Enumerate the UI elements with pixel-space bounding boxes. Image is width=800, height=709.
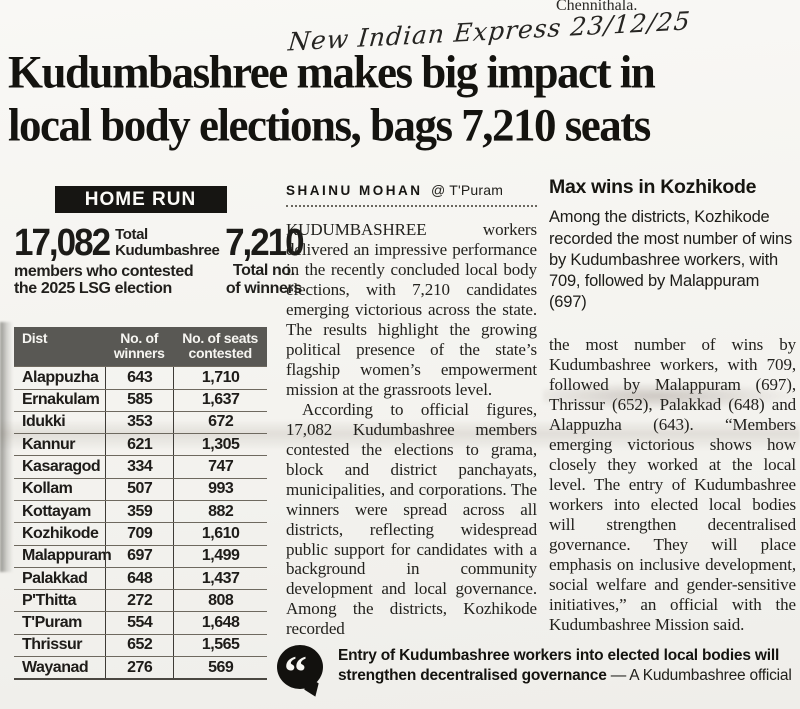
column-header-district: Dist [22,330,48,346]
stat-contested-label: members who contested the 2025 LSG elect… [14,262,194,298]
pull-quote-text: Entry of Kudumbashree workers into elect… [338,647,780,685]
cell-winners: 276 [105,657,173,679]
cell-district: Kozhikode [22,524,99,542]
cell-district: Wayanad [22,658,89,676]
headline-line2: local body elections, bags 7,210 seats [8,98,651,151]
cell-winners: 621 [105,434,173,456]
column-header-winners: No. of winners [113,330,165,362]
cell-contested: 993 [173,478,267,500]
stat-contested: 17,082 Total Kudumbashree members who co… [14,221,220,317]
cell-district: Idukki [22,413,66,431]
table-row: Alappuzha 643 1,710 [14,366,267,389]
quote-marks-glyph: “ [284,646,307,697]
cell-district: Kollam [22,480,73,498]
cell-winners: 359 [105,501,173,523]
pull-quote-text-block: Entry of Kudumbashree workers into elect… [338,645,797,687]
cell-winners: 652 [105,634,173,657]
table-row: Kannur 621 1,305 [14,433,267,456]
pull-quote: “ Entry of Kudumbashree workers into ele… [277,645,797,695]
cell-district: Thrissur [22,636,83,654]
byline: SHAINU MOHAN @ T'Puram [286,182,537,207]
cell-contested: 1,565 [173,634,267,657]
stat-winners-value: 7,210 [225,221,305,264]
table-row: P'Thitta 272 808 [14,589,267,612]
sidebar-deck: Among the districts, Kozhikode recorded … [549,208,793,311]
table-row: Palakkad 648 1,437 [14,566,267,590]
cell-winners: 585 [105,389,173,411]
cell-winners: 697 [105,545,173,567]
cell-winners: 507 [105,478,173,500]
infographic-title: HOME RUN [54,186,227,213]
column-header-contested: No. of seats contested [182,330,259,362]
cell-contested: 882 [173,501,267,523]
cell-winners: 334 [105,456,173,478]
sidebar-heading: Max wins in Kozhikode [549,176,757,198]
cell-contested: 569 [173,657,267,679]
stats-row: 17,082 Total Kudumbashree members who co… [14,221,305,317]
cell-district: Malappuram [22,547,112,565]
cell-district: P'Thitta [22,591,77,609]
cell-contested: 672 [173,411,267,434]
pull-quote-attribution: — A Kudumbashree official [610,667,792,685]
stat-contested-value: 17,082 [14,221,111,264]
headline: Kudumbashree makes big impact in local b… [8,46,796,152]
article-paragraph-3: the most number of wins by Kudumbashree … [549,334,796,634]
cell-district: Ernakulam [22,391,100,409]
byline-author: SHAINU MOHAN [286,183,423,198]
cell-district: Kottayam [22,502,91,520]
ink-smudge [543,383,795,409]
cell-contested: 1,499 [173,545,267,567]
cell-district: Palakkad [22,569,88,587]
cell-contested: 1,710 [173,367,267,389]
cell-contested: 1,637 [173,389,267,411]
cell-district: T'Puram [22,614,82,632]
top-cut-text: Chennithala. [556,0,638,14]
table-row: Kollam 507 993 [14,477,267,500]
table-row: Malappuram 697 1,499 [14,544,267,567]
cell-winners: 353 [105,411,173,434]
stat-contested-side-label: Total Kudumbashree [115,226,220,259]
table-row: Wayanad 276 569 [14,656,267,679]
cell-contested: 1,305 [173,434,267,456]
cell-winners: 272 [105,590,173,612]
cell-winners: 709 [105,523,173,545]
table-row: T'Puram 554 1,648 [14,611,267,634]
cell-contested: 747 [173,456,267,478]
cell-district: Kasaragod [22,458,101,476]
article-middle-column: SHAINU MOHAN @ T'Puram KUDUMBASHREE work… [286,182,537,639]
table-row: Kasaragod 334 747 [14,455,267,478]
cell-winners: 643 [105,367,173,389]
article-right-column: Max wins in Kozhikode Among the district… [549,176,796,635]
table-row: Thrissur 652 1,565 [14,633,267,657]
headline-line1: Kudumbashree makes big impact in [8,45,656,98]
speech-bubble-quote-icon: “ [277,645,323,695]
cell-winners: 648 [105,567,173,590]
cell-contested: 1,648 [173,612,267,634]
cell-winners: 554 [105,612,173,634]
article-paragraph-1: KUDUMBASHREE workers delivered an impres… [286,220,537,399]
cell-district: Kannur [22,435,76,453]
byline-location: @ T'Puram [430,182,504,198]
torn-paper-edge [0,322,13,572]
article-paragraph-2: According to official figures, 17,082 Ku… [286,399,537,639]
stat-winners-label: Total no. of winners [225,262,302,298]
table-row: Idukki 353 672 [14,410,267,434]
table-row: Kottayam 359 882 [14,500,267,523]
paper-crease [0,420,800,450]
table-row: Kozhikode 709 1,610 [14,522,267,545]
cell-contested: 1,610 [173,523,267,545]
cell-district: Alappuzha [22,368,99,386]
cell-contested: 808 [173,590,267,612]
district-table: Dist No. of winners No. of seats contest… [14,327,267,681]
stat-winners: 7,210 Total no. of winners [225,221,305,317]
table-row: Ernakulam 585 1,637 [14,388,267,411]
cell-contested: 1,437 [173,567,267,590]
table-header: Dist No. of winners No. of seats contest… [14,327,267,367]
infographic-panel: HOME RUN 17,082 Total Kudumbashree membe… [14,186,305,681]
